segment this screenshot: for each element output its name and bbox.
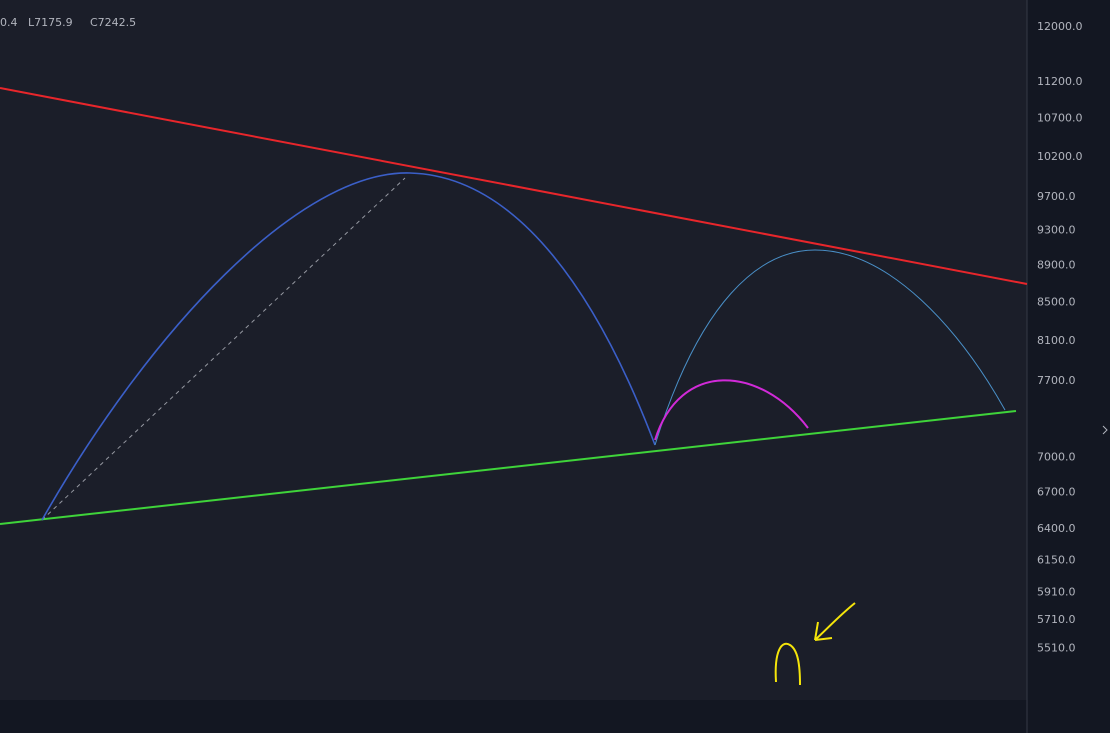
y-tick-label: 9300.0 [1037, 223, 1076, 236]
y-tick-label: 6400.0 [1037, 522, 1076, 535]
resistance-line [0, 87, 1028, 285]
y-tick-label: 6150.0 [1037, 554, 1076, 567]
y-tick-label: 10700.0 [1037, 112, 1083, 125]
y-tick-label: 11200.0 [1037, 75, 1083, 88]
hand-drawn-mark [774, 642, 801, 686]
drawings [0, 87, 1108, 686]
y-tick-label: 7000.0 [1037, 450, 1076, 463]
y-tick-label: 6700.0 [1037, 485, 1076, 498]
y-tick-label: 8500.0 [1037, 295, 1076, 308]
ohlc-value: L7175.9 [28, 16, 73, 29]
y-tick-label: 5710.0 [1037, 613, 1076, 626]
y-tick-label: 8900.0 [1037, 259, 1076, 272]
y-tick-label: 10200.0 [1037, 150, 1083, 163]
ohlc-value: 0.4 [0, 16, 18, 29]
time-axis [0, 700, 1027, 733]
y-tick-label: 12000.0 [1037, 20, 1083, 33]
price-axis [1027, 0, 1110, 733]
hand-drawn-arrow [814, 602, 856, 641]
y-tick-label: 9700.0 [1037, 190, 1076, 203]
arc [654, 249, 1006, 446]
support-line [0, 410, 1017, 525]
y-tick-label: 5510.0 [1037, 641, 1076, 654]
ohlc-value: C7242.5 [90, 16, 136, 29]
y-tick-label: 7700.0 [1037, 374, 1076, 387]
scroll-arrow[interactable] [1102, 425, 1108, 435]
arc [41, 172, 656, 521]
dashed-line [41, 177, 406, 521]
y-tick-label: 5910.0 [1037, 585, 1076, 598]
y-tick-label: 8100.0 [1037, 334, 1076, 347]
arc [654, 379, 809, 441]
